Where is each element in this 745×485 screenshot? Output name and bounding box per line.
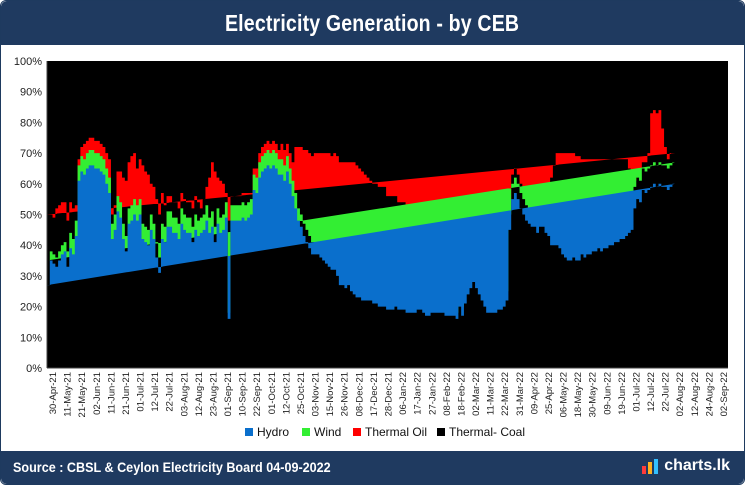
x-tick-label: 02-Mar-22 — [471, 372, 482, 416]
x-tick-label: 12-Aug-22 — [690, 372, 701, 416]
x-tick-label: 06-Jan-22 — [398, 372, 409, 415]
legend-swatch — [245, 428, 253, 436]
x-tick-label: 02-Sep-22 — [719, 372, 730, 416]
series-area-wind — [47, 150, 676, 313]
y-tick-label: 40% — [20, 240, 42, 252]
x-tick-label: 11-Mar-22 — [486, 372, 497, 415]
x-tick-label: 15-Nov-21 — [325, 372, 336, 416]
x-tick-label: 02-Aug-22 — [675, 372, 686, 416]
brand-logo: charts.lk — [641, 457, 730, 475]
series-area-hydro — [47, 165, 676, 319]
x-tick-label: 12-Jul-22 — [646, 372, 657, 412]
brand-text: charts.lk — [664, 457, 730, 474]
x-tick-label: 17-Jan-22 — [413, 372, 424, 415]
x-tick-label: 02-Jun-21 — [92, 372, 103, 415]
legend-label: Wind — [314, 425, 341, 439]
x-tick-label: 09-Jun-22 — [602, 372, 613, 415]
source-text: Source : CBSL & Ceylon Electricity Board… — [13, 459, 331, 475]
x-tick-label: 22-Mar-22 — [500, 372, 511, 416]
chart-bars-icon — [642, 459, 659, 474]
x-tick-label: 18-Feb-22 — [456, 372, 467, 416]
x-tick-label: 06-May-22 — [559, 372, 570, 417]
x-tick-label: 22-Sep-21 — [252, 372, 263, 416]
legend-label: Thermal Oil — [365, 425, 427, 439]
y-tick-label: 60% — [20, 179, 42, 191]
x-tick-label: 22-Jul-22 — [661, 372, 672, 412]
x-tick-label: 10-Sep-21 — [238, 372, 249, 416]
x-tick-label: 26-Nov-21 — [340, 372, 351, 416]
x-tick-label: 03-Nov-21 — [311, 372, 322, 416]
series-area-thermal-oil — [47, 110, 676, 227]
x-tick-label: 08-Dec-21 — [354, 372, 365, 416]
y-tick-label: 70% — [20, 148, 42, 160]
x-tick-label: 09-Apr-22 — [529, 372, 540, 414]
x-tick-label: 22-Jul-21 — [165, 372, 176, 412]
x-tick-label: 31-Mar-22 — [515, 372, 526, 416]
x-tick-label: 03-Aug-21 — [179, 372, 190, 416]
y-tick-label: 0% — [26, 363, 42, 375]
x-tick-label: 01-Jul-22 — [632, 372, 643, 412]
legend-label: Hydro — [257, 425, 289, 439]
x-tick-label: 11-Jun-21 — [106, 372, 117, 414]
x-tick-label: 21-May-21 — [77, 372, 88, 417]
x-tick-label: 01-Jul-21 — [136, 372, 147, 412]
x-tick-label: 30-Apr-21 — [48, 372, 59, 414]
x-tick-label: 21-Jun-21 — [121, 372, 132, 415]
x-tick-label: 12-Oct-21 — [281, 372, 292, 414]
chart-title: Electricity Generation - by CEB — [225, 9, 520, 36]
x-tick-label: 27-Jan-22 — [427, 372, 438, 415]
x-tick-label: 19-Jun-22 — [617, 372, 628, 415]
x-tick-label: 12-Aug-21 — [194, 372, 205, 416]
y-tick-label: 80% — [20, 117, 42, 129]
x-tick-label: 01-Oct-21 — [267, 372, 278, 414]
legend-label: Thermal- Coal — [449, 425, 525, 439]
x-tick-label: 28-Dec-21 — [384, 372, 395, 416]
y-tick-label: 90% — [20, 87, 42, 99]
x-tick-label: 12-Jul-21 — [150, 372, 161, 412]
x-tick-label: 01-Sep-21 — [223, 372, 234, 416]
legend-swatch — [353, 428, 361, 436]
x-tick-label: 30-May-22 — [588, 372, 599, 417]
y-tick-label: 50% — [20, 210, 42, 222]
footer-bar: Source : CBSL & Ceylon Electricity Board… — [1, 451, 744, 484]
x-tick-label: 18-May-22 — [573, 372, 584, 417]
title-bar: Electricity Generation - by CEB — [1, 1, 744, 45]
y-tick-label: 100% — [14, 56, 42, 68]
y-tick-label: 30% — [20, 271, 42, 283]
x-tick-label: 24-Aug-22 — [704, 372, 715, 416]
legend-swatch — [437, 428, 445, 436]
x-tick-label: 25-Oct-21 — [296, 372, 307, 414]
y-tick-label: 10% — [20, 332, 42, 344]
y-tick-label: 20% — [20, 302, 42, 314]
legend-swatch — [302, 428, 310, 436]
x-tick-label: 11-May-21 — [63, 372, 74, 417]
x-tick-label: 25-Apr-22 — [544, 372, 555, 414]
x-tick-label: 17-Dec-21 — [369, 372, 380, 416]
x-tick-label: 08-Feb-22 — [442, 372, 453, 416]
x-tick-label: 23-Aug-21 — [209, 372, 220, 416]
